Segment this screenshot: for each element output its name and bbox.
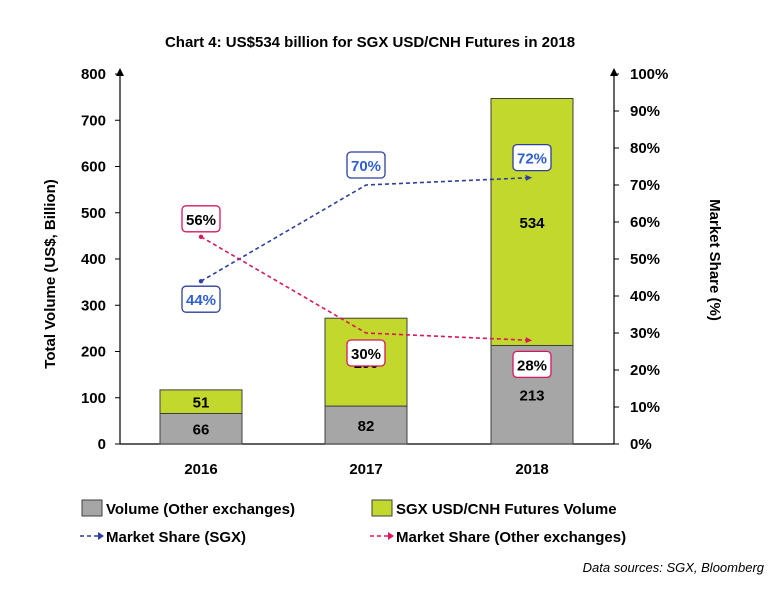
y2-tick-label: 90%: [630, 103, 660, 120]
share-label-box-other: [346, 339, 386, 367]
y2-tick-label: 50%: [630, 251, 660, 268]
legend-arrow-other-icon: [388, 532, 394, 540]
bar-sgx-volume: [159, 389, 243, 414]
y2-tick-label: 80%: [630, 140, 660, 157]
legend-arrow-sgx-icon: [98, 532, 104, 540]
bar-label-sgx: 51: [193, 395, 210, 412]
line-sgx-point: [198, 279, 204, 284]
y2-axis-label: Market Share (%): [706, 199, 723, 321]
source-note: Data sources: SGX, Bloomberg: [583, 560, 765, 575]
legend-label: Market Share (Other exchanges): [396, 529, 626, 546]
y2-tick-label: 30%: [630, 325, 660, 342]
bars: [159, 98, 574, 445]
share-label-sgx: 72%: [517, 151, 547, 168]
bar-label-other: 66: [193, 422, 210, 439]
bar-other-exchanges: [324, 405, 408, 445]
x-tick-label: 2017: [349, 461, 382, 478]
y2-tick-label: 100%: [630, 66, 668, 83]
y-tick-label: 400: [81, 251, 106, 268]
share-label-box-sgx: [181, 285, 221, 313]
bar-other-exchanges: [159, 412, 243, 445]
x-tick-label: 2018: [515, 461, 548, 478]
legend-label: Volume (Other exchanges): [106, 501, 295, 518]
share-label-other: 28%: [517, 357, 547, 374]
bar-sgx-volume: [490, 98, 574, 346]
share-label-box-other: [512, 350, 552, 379]
y2-tick-label: 10%: [630, 399, 660, 416]
y-tick-label: 100: [81, 390, 106, 407]
y2-tick-label: 20%: [630, 362, 660, 379]
legend: Volume (Other exchanges) SGX USD/CNH Futu…: [80, 499, 626, 546]
y2-tick-label: 60%: [630, 214, 660, 231]
y-tick-label: 800: [81, 66, 106, 83]
bar-label-other: 213: [519, 388, 544, 405]
line-other-point: [198, 234, 204, 239]
share-label-sgx: 70%: [351, 158, 381, 175]
line-market-share-other: [200, 236, 533, 342]
share-label-box-sgx: [512, 143, 552, 172]
legend-swatch-sgx-volume: [371, 499, 393, 517]
share-label-box-sgx: [346, 151, 386, 179]
share-label-box-other: [181, 205, 221, 233]
legend-label: Market Share (SGX): [106, 529, 246, 546]
legend-swatch-other-volume: [81, 499, 103, 517]
share-label-other: 56%: [186, 212, 216, 229]
y2-axis-arrow-icon: [610, 68, 618, 76]
axes: 0 100 200 300 400 500 600 700 800 0% 10% 20% 30% 40% 5…: [81, 66, 668, 478]
y2-tick-label: 40%: [630, 288, 660, 305]
bar-label-other: 82: [358, 418, 375, 435]
chart-title: Chart 4: US$534 billion for SGX USD/CNH …: [165, 34, 575, 51]
x-tick-label: 2016: [184, 461, 217, 478]
y2-tick-label: 70%: [630, 177, 660, 194]
line-other-arrow-icon: [525, 337, 532, 344]
y-tick-label: 300: [81, 297, 106, 314]
line-market-share-sgx: [200, 176, 533, 282]
legend-label: SGX USD/CNH Futures Volume: [396, 501, 617, 518]
y-tick-label: 700: [81, 112, 106, 129]
y-tick-label: 500: [81, 205, 106, 222]
y-tick-label: 0: [98, 436, 106, 453]
y2-tick-label: 0%: [630, 436, 652, 453]
line-sgx-arrow-icon: [525, 174, 532, 181]
bar-label-sgx: 534: [519, 215, 545, 232]
y-tick-label: 600: [81, 159, 106, 176]
share-label-other: 30%: [351, 346, 381, 363]
share-label-sgx: 44%: [186, 292, 216, 309]
data-labels: 66518219021353444%70%72%56%30%28%: [181, 143, 552, 439]
y-axis-arrow-icon: [116, 68, 124, 76]
market-share-lines: [198, 174, 533, 344]
y-axis-label: Total Volume (US$, Billion): [42, 179, 59, 368]
y-tick-label: 200: [81, 344, 106, 361]
